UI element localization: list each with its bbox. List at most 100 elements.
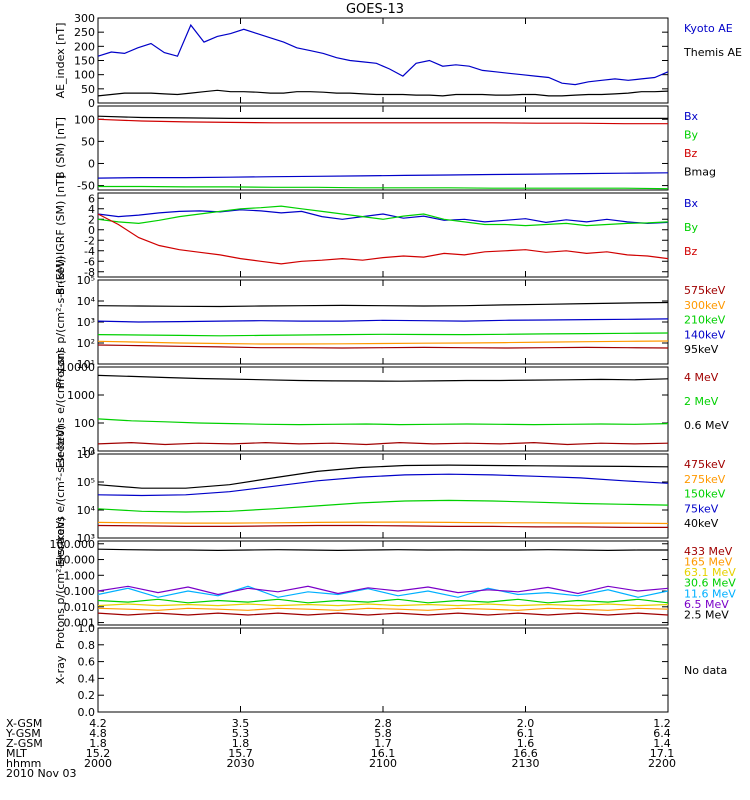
legend-label: 475keV [684,458,726,471]
y-tick-label: 0 [88,224,95,237]
x-row-value: 1.4 [653,737,671,750]
panel-6: 10³ 10⁴ 10⁵ 10⁶ Electrons e/(cm²-s-sr-keV) 47… [54,425,726,567]
legend-label: 150keV [684,488,726,501]
y-tick-label: 10³ [77,532,95,545]
legend-label: 75keV [684,502,719,515]
y-tick-label: 0.001 [64,617,96,630]
y-axis-label: B (SM)-IGRF (SM) [nT] [54,175,67,295]
y-tick-label: -6 [84,255,95,268]
y-tick-label: 10³ [77,316,95,329]
y-axis-label: Electrons e/(cm²-s-sr) [54,350,67,469]
y-tick-label: 300 [74,12,95,25]
series-4-mev [97,441,669,446]
y-axis-label: Electrons e/(cm²-s-sr-keV) [54,425,67,567]
series-6-5-mev [97,585,669,596]
legend-label: 11.6 MeV [684,587,736,600]
y-tick-label: 1000 [67,389,95,402]
y-tick-label: 0 [88,97,95,110]
x-row-value: 2030 [227,757,255,770]
legend-label: Bmag [684,166,716,179]
x-row-value: 15.7 [228,747,253,760]
x-row-value: 16.6 [513,747,538,760]
panel-8: 0.0 0.2 0.4 0.6 0.8 1.0 X-ray No data [54,622,727,719]
y-axis-label: Protons p/(cm²-s-sr-keV) [54,256,67,389]
x-row-value: 5.8 [374,727,392,740]
legend-label: Bx [684,110,699,123]
y-tick-label: -50 [77,180,95,193]
x-row-value: 3.5 [232,717,250,730]
legend-label: 63.1 MeV [684,566,736,579]
x-row-value: 16.1 [371,747,396,760]
x-row-name: Y-GSM [5,727,41,740]
series-bx [97,209,669,225]
x-row-value: 1.6 [517,737,535,750]
x-row-name: hhmm [6,757,41,770]
panel-2: -50 0 50 100 B (SM) [nT] Bx By Bz Bmag [54,105,716,193]
panel-frame [97,627,669,713]
x-row-value: 2130 [512,757,540,770]
x-row-value: 5.3 [232,727,250,740]
y-tick-label: 10⁵ [77,476,95,489]
y-tick-label: 10 [81,445,95,458]
y-tick-label: 0.8 [78,639,96,652]
x-row-value: 1.2 [653,717,671,730]
x-row-value: 2100 [369,757,397,770]
series-bmag [97,115,668,120]
series-by [97,205,669,227]
series-575kev [97,344,669,349]
y-axis-label: AE_index [nT] [54,23,67,99]
series-300kev [97,340,669,345]
y-tick-label: 6 [88,192,95,205]
x-row-name: Z-GSM [6,737,43,750]
x-row-value: 2.8 [374,717,392,730]
y-tick-label: 10⁴ [77,504,96,517]
x-row-value: 1.8 [232,737,250,750]
x-row-value: 6.1 [517,727,535,740]
y-axis-label: Protons p/(cm²-s-sr-keV) [54,517,67,650]
panel-frame [97,192,669,278]
panel-frame [97,540,669,626]
series-themis-ae [97,89,669,97]
y-tick-label: 150 [74,55,95,68]
plot-title: GOES-13 [346,2,404,17]
legend-label: 40keV [684,517,719,530]
y-tick-label: 100.000 [50,538,96,551]
series-11-6-mev [97,585,669,598]
series-75kev [97,473,669,497]
legend-label: 165 MeV [684,556,733,569]
series-95kev [97,301,669,308]
y-tick-label: 10⁶ [77,448,96,461]
legend-label: 2 MeV [684,395,719,408]
y-axis-label: X-ray [54,655,67,684]
y-tick-label: 10¹ [77,358,95,371]
x-row-name: X-GSM [6,717,42,730]
legend-label: 4 MeV [684,371,719,384]
y-tick-label: 100 [74,113,95,126]
legend-label: Kyoto AE [684,22,733,35]
panel-frame [97,17,669,104]
y-tick-label: 10² [77,337,95,350]
legend-label: 210keV [684,314,726,327]
series-150kev [97,499,669,513]
legend-label: Themis AE [683,46,742,59]
legend-label: Bz [684,147,698,160]
y-tick-label: -2 [84,234,95,247]
series-2-mev [97,418,669,426]
series-63-1-mev [97,603,669,607]
legend-label: By [684,129,699,142]
y-tick-label: 0 [88,157,95,170]
legend-label: 140keV [684,328,726,341]
y-tick-label: 10⁴ [77,295,96,308]
x-row-value: 1.7 [374,737,392,750]
series-165-mev [97,607,669,611]
series-210kev [97,332,669,337]
x-row-value: 4.2 [89,717,107,730]
series-bz [97,213,669,265]
y-tick-label: 10⁵ [77,274,95,287]
x-row-name: MLT [6,747,27,760]
y-tick-label: 100 [74,69,95,82]
y-tick-label: 50 [81,135,95,148]
legend-label: 6.5 MeV [684,598,729,611]
